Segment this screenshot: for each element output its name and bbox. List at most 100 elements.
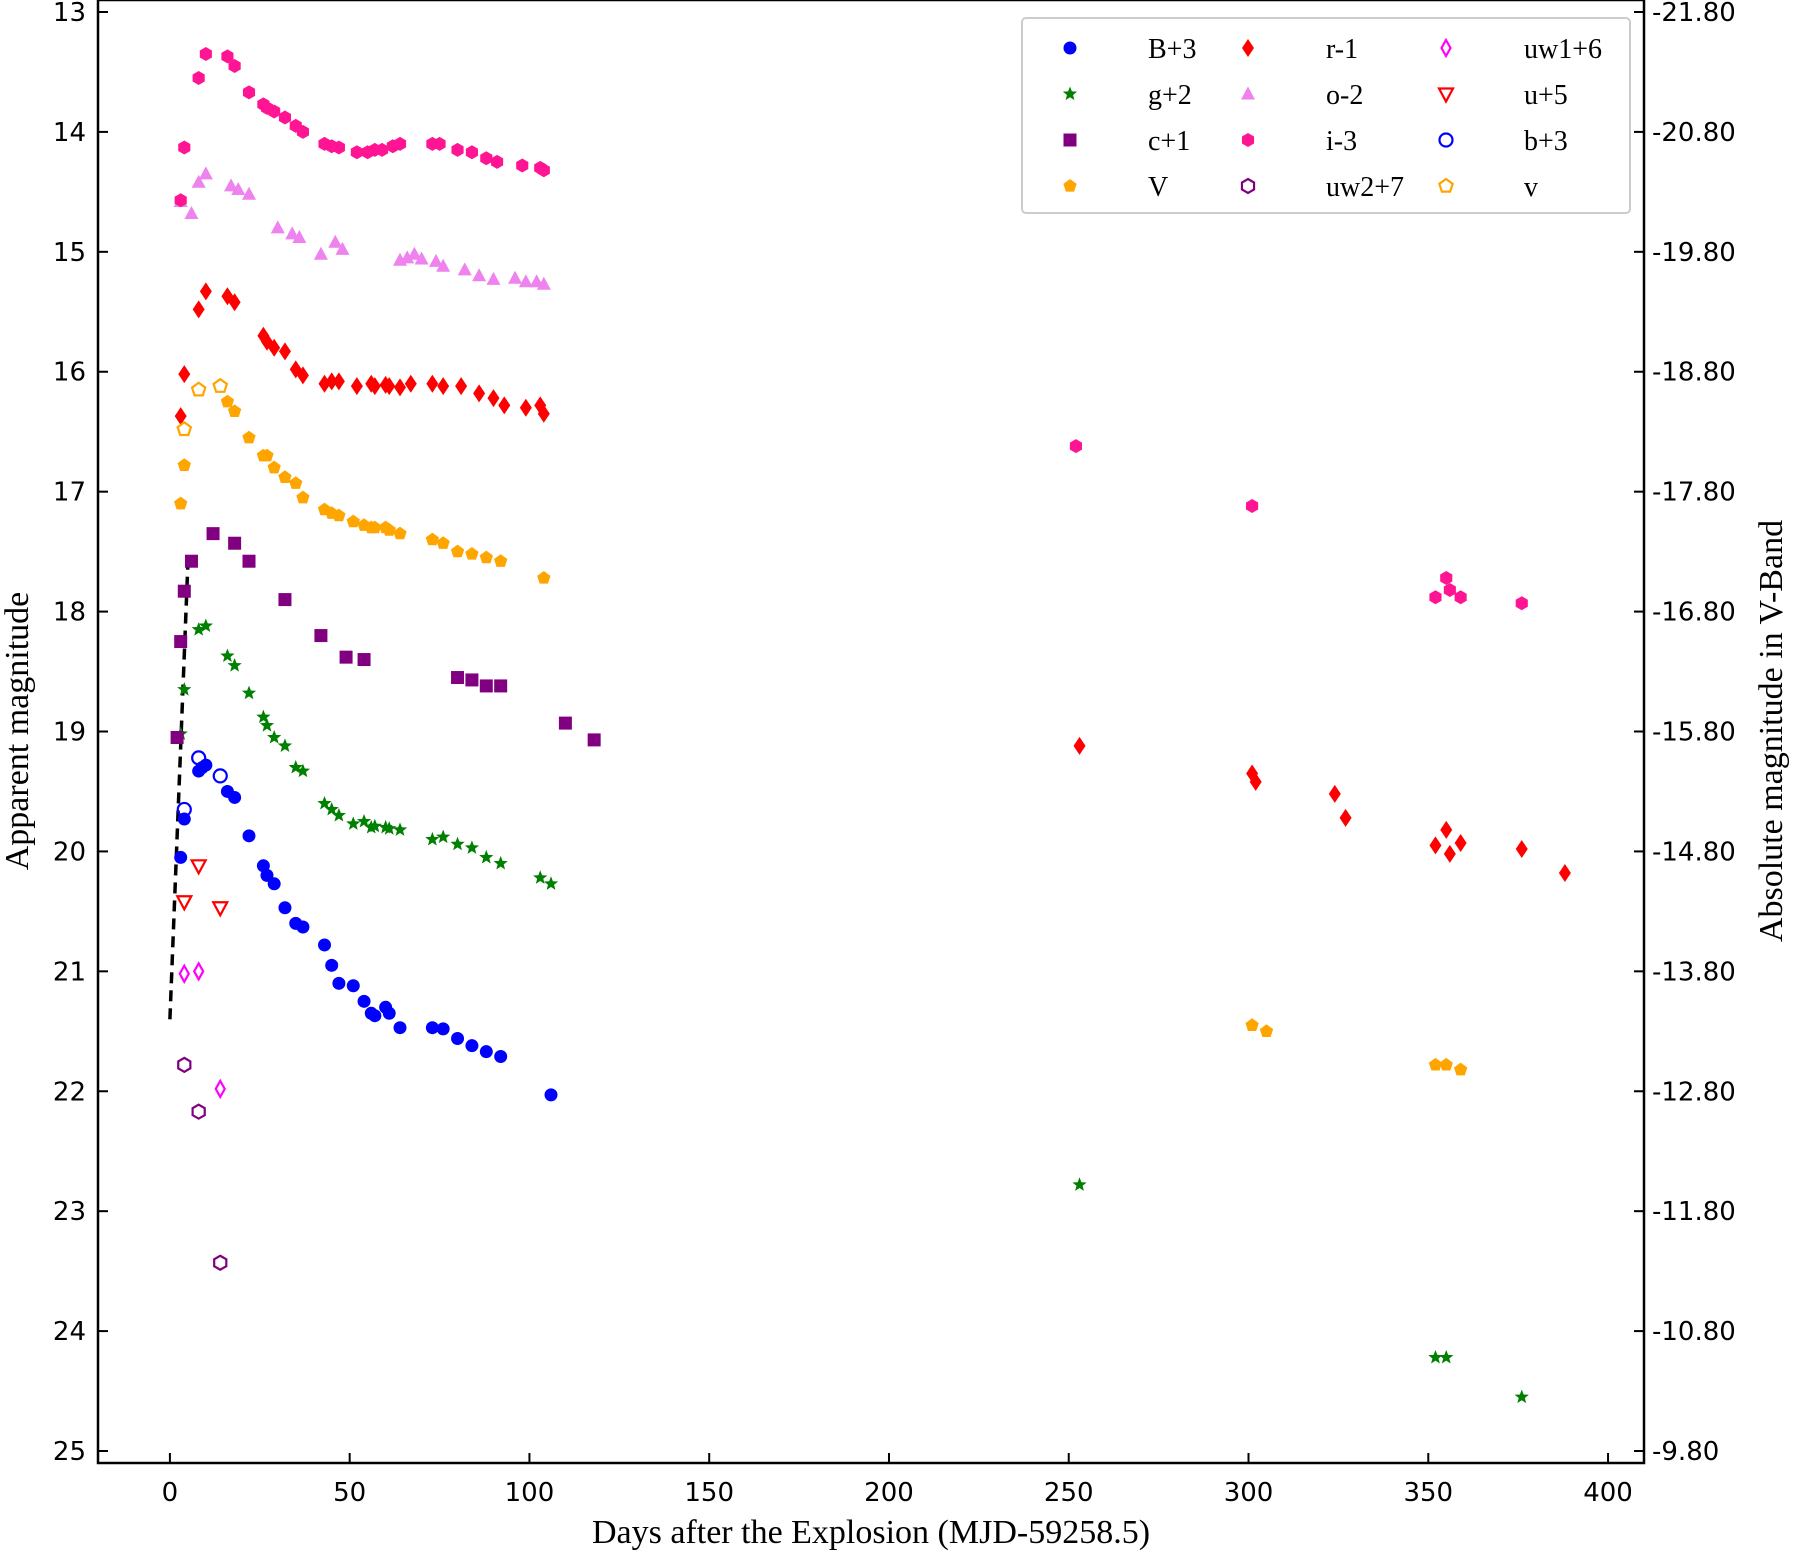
y-tick-label: 20: [53, 837, 86, 867]
point-ominus2: [536, 276, 551, 290]
point-iminus3: [174, 193, 187, 208]
point-rminus1: [437, 377, 450, 396]
point-iminus3: [296, 124, 309, 139]
point-iminus3: [242, 85, 256, 100]
legend-marker: [1063, 41, 1077, 55]
point-gplus2: [450, 836, 465, 851]
point-cplus1: [465, 673, 479, 687]
point-ominus2: [457, 262, 472, 276]
series-v: [174, 394, 1468, 1076]
point-gplus2: [191, 622, 206, 636]
point-iminus3: [178, 140, 191, 155]
point-iminus3: [1069, 439, 1082, 454]
point-cplus1: [479, 679, 493, 693]
point-rminus1: [368, 377, 381, 396]
legend-label: r-1: [1326, 34, 1358, 65]
y2-axis-ticks: -21.80 -20.80 -19.80 -18.80 -17.80 -16.80 -15.…: [1634, 0, 1736, 1467]
point-gplus2: [493, 855, 508, 870]
point-gplus2: [177, 682, 192, 696]
point-ominus2: [285, 226, 300, 240]
point-rminus1: [228, 293, 241, 312]
legend-label: c+1: [1148, 126, 1190, 157]
legend-marker: [1438, 132, 1454, 148]
point-gplus2: [198, 618, 213, 633]
legend-marker: [1062, 86, 1078, 101]
y-axis-ticks: 13 14 15 16 17 18 19 20 21 22 23 24 25: [53, 0, 108, 1467]
point-rminus1: [1443, 844, 1456, 863]
series-rminus1: [174, 282, 1571, 883]
point-uw1plus6: [178, 963, 191, 984]
point-ominus2: [335, 241, 350, 255]
point-iminus3: [537, 163, 550, 178]
y2-tick-label: -16.80: [1652, 598, 1736, 628]
y2-tick-label: -10.80: [1652, 1317, 1736, 1347]
x-tick-label: 350: [1403, 1478, 1453, 1508]
point-bplus3: [451, 1031, 465, 1045]
point-iminus3: [433, 136, 446, 151]
legend-item-gplus2: g+2: [1062, 80, 1192, 111]
point-bplus3: [479, 1045, 493, 1059]
point-gplus2: [241, 685, 257, 700]
point-bplus3: [176, 801, 192, 818]
point-v: [368, 520, 382, 534]
point-bplus3: [199, 758, 213, 772]
legend-marker: [1438, 177, 1454, 193]
point-gplus2: [425, 831, 440, 846]
legend-label: b+3: [1524, 126, 1568, 157]
y2-tick-label: -14.80: [1652, 837, 1736, 867]
point-rminus1: [1558, 864, 1571, 883]
point-cplus1: [184, 554, 198, 568]
point-bplus3: [191, 750, 207, 766]
y-tick-label: 13: [53, 0, 86, 28]
point-rminus1: [394, 378, 407, 397]
point-uw1plus6: [214, 1078, 227, 1100]
x-tick-label: 50: [333, 1478, 366, 1508]
y2-tick-label: -17.80: [1652, 478, 1736, 508]
point-bplus3: [267, 877, 281, 891]
point-rminus1: [1328, 784, 1341, 803]
x-tick-label: 150: [684, 1478, 734, 1508]
point-v: [176, 420, 193, 437]
point-iminus3: [350, 145, 363, 160]
point-gplus2: [1439, 1349, 1454, 1364]
point-gplus2: [533, 870, 548, 884]
point-ominus2: [414, 251, 429, 265]
point-v: [479, 550, 493, 564]
point-ominus2: [242, 186, 257, 200]
legend-marker: [1241, 133, 1255, 147]
point-ominus2: [428, 253, 443, 267]
point-gplus2: [367, 818, 382, 833]
point-rminus1: [1339, 808, 1352, 827]
point-ominus2: [472, 268, 487, 282]
point-v: [212, 377, 229, 393]
series-ominus2: [173, 166, 551, 290]
point-uw2plus7: [177, 1056, 192, 1074]
point-v: [242, 430, 256, 444]
x-axis-ticks: 0 50 100 150 200 250 300 350 400: [162, 1453, 1633, 1508]
y2-tick-label: -15.80: [1652, 718, 1736, 748]
point-iminus3: [491, 154, 504, 169]
point-bplus3: [212, 768, 228, 784]
x-tick-label: 100: [505, 1478, 555, 1508]
series-iminus3: [174, 46, 1528, 611]
y2-tick-label: -12.80: [1652, 1077, 1736, 1107]
point-rminus1: [404, 374, 417, 393]
x-tick-label: 200: [864, 1478, 914, 1508]
legend-box: [1021, 17, 1631, 214]
point-ominus2: [486, 271, 501, 285]
point-rminus1: [178, 365, 191, 384]
point-rminus1: [192, 300, 205, 319]
legend-item-bplus3: B+3: [1063, 34, 1196, 65]
point-gplus2: [543, 876, 559, 890]
point-iminus3: [1429, 590, 1442, 605]
point-v: [1428, 1057, 1443, 1071]
point-ominus2: [518, 274, 533, 288]
legend-item-iminus3: i-3: [1241, 126, 1357, 157]
point-ominus2: [191, 174, 206, 188]
point-ominus2: [328, 234, 343, 248]
legend-item-bplus3: b+3: [1438, 126, 1568, 157]
point-rminus1: [350, 377, 363, 396]
point-iminus3: [1515, 596, 1528, 611]
point-bplus3: [346, 979, 360, 993]
y-tick-label: 24: [53, 1317, 86, 1347]
